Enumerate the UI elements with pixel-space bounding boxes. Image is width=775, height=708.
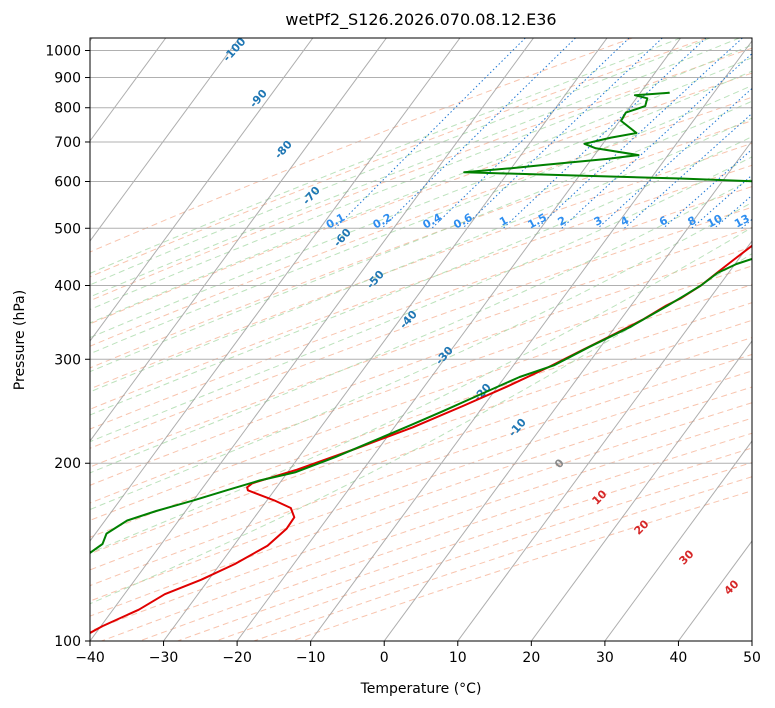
mixing-ratio-label: 10	[705, 212, 725, 231]
x-tick-label: 20	[522, 650, 540, 666]
series-layer	[90, 91, 752, 635]
moist-adiabat-line	[90, 70, 752, 339]
chart-title: wetPf2_S126.2026.070.08.12.E36	[285, 10, 556, 30]
moist-adiabat-line	[90, 201, 752, 511]
x-tick-label: 30	[596, 650, 614, 666]
mixing-ratio-line	[462, 38, 663, 229]
y-tick-label: 100	[54, 634, 81, 650]
dry-adiabat-line	[90, 319, 752, 555]
dry-adiabat-line	[90, 370, 752, 602]
y-axis-label: Pressure (hPa)	[12, 290, 28, 390]
y-tick-label: 900	[54, 71, 81, 87]
isotherm-line	[90, 38, 534, 641]
x-tick-label: 10	[449, 650, 467, 666]
dry-adiabat-line	[90, 47, 752, 302]
dewpoint-profile-line	[90, 91, 752, 555]
isotherm-line	[90, 38, 240, 242]
moist-adiabat-line	[90, 178, 752, 474]
dry-adiabat-line	[90, 353, 752, 587]
moist-adiabat-line	[90, 156, 752, 443]
y-tick-label: 600	[54, 175, 81, 191]
y-tick-label: 700	[54, 135, 81, 151]
mixing-ratio-label: 13	[732, 212, 752, 231]
x-tick-label: −40	[75, 650, 105, 666]
dry-adiabat-line	[90, 246, 752, 486]
y-axis: 100 200 300 400 500 600 700 800 900 1000	[45, 44, 90, 650]
x-axis-label: Temperature (°C)	[360, 681, 482, 697]
mixing-ratio-line	[431, 38, 630, 229]
dry-adiabat-line	[90, 38, 707, 278]
dry-adiabat-line	[90, 120, 752, 369]
y-tick-label: 500	[54, 221, 81, 237]
x-tick-label: −20	[222, 650, 252, 666]
moist-adiabat-line	[90, 57, 752, 324]
isotherm-line	[90, 38, 167, 142]
isotherm-line	[90, 38, 387, 442]
moist-adiabat-line	[90, 38, 711, 286]
moist-adiabat-line	[90, 253, 752, 605]
x-tick-label: 0	[380, 650, 389, 666]
dry-adiabat-line	[90, 206, 752, 449]
dry-adiabat-line	[90, 38, 633, 253]
isotherm-line	[604, 440, 752, 641]
mixing-ratio-line	[334, 38, 526, 229]
moist-adiabat-line	[90, 226, 752, 554]
mixing-ratio-line	[691, 174, 752, 229]
dry-adiabat-line	[90, 265, 752, 504]
isotherm-line	[163, 38, 608, 641]
moist-adiabat-line	[90, 100, 752, 373]
y-tick-label: 1000	[45, 44, 81, 60]
x-tick-label: −10	[296, 650, 326, 666]
x-tick-label: 40	[670, 650, 688, 666]
y-tick-label: 300	[54, 352, 81, 368]
isotherm-line	[457, 240, 752, 641]
dry-adiabat-line	[90, 142, 752, 390]
y-tick-label: 400	[54, 278, 81, 294]
mixing-ratio-line	[597, 87, 752, 229]
grid-layer: 0.10.20.40.611.52346810131620253036-100-…	[90, 38, 752, 641]
x-tick-label: 50	[743, 650, 761, 666]
moist-adiabat-line	[90, 38, 681, 274]
isotherm-line	[90, 38, 314, 342]
mixing-ratio-line	[624, 112, 752, 229]
isotherm-line	[310, 40, 752, 641]
moist-adiabat-line	[90, 38, 740, 298]
moist-adiabat-line	[90, 44, 752, 311]
x-tick-label: −30	[149, 650, 179, 666]
dry-adiabat-line	[90, 302, 752, 538]
x-axis: −40 −30 −20 −10 0 10 20 30 40 50	[75, 641, 761, 666]
plot-frame	[89, 37, 753, 642]
y-tick-label: 800	[54, 101, 81, 117]
mixing-ratio-line	[536, 38, 743, 229]
dry-adiabat-line	[90, 96, 752, 347]
isotherm-line	[530, 340, 752, 641]
y-tick-label: 200	[54, 456, 81, 472]
